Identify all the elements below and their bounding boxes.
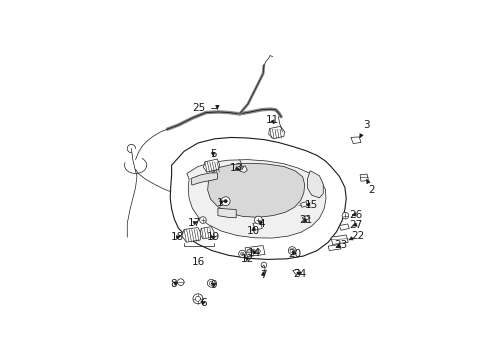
Polygon shape: [200, 227, 214, 239]
Circle shape: [238, 250, 245, 257]
Polygon shape: [330, 235, 347, 244]
Circle shape: [224, 199, 227, 203]
Polygon shape: [339, 224, 348, 230]
Circle shape: [221, 197, 230, 206]
Polygon shape: [191, 173, 217, 185]
Polygon shape: [350, 137, 360, 144]
Text: 11: 11: [265, 115, 278, 125]
Circle shape: [177, 279, 183, 285]
Circle shape: [256, 249, 260, 253]
Polygon shape: [307, 171, 323, 198]
Text: 13: 13: [229, 163, 243, 174]
Polygon shape: [244, 246, 264, 257]
Text: 15: 15: [304, 199, 317, 210]
Polygon shape: [252, 222, 262, 230]
Text: 18: 18: [170, 232, 183, 242]
Polygon shape: [182, 228, 201, 242]
Circle shape: [199, 217, 206, 223]
Text: 3: 3: [359, 120, 369, 138]
Circle shape: [254, 216, 262, 224]
Text: 4: 4: [258, 219, 264, 229]
Polygon shape: [218, 208, 236, 218]
Text: 22: 22: [348, 231, 364, 241]
Circle shape: [342, 212, 348, 219]
Text: 17: 17: [187, 218, 201, 228]
Text: 8: 8: [170, 279, 177, 289]
Polygon shape: [203, 159, 219, 172]
Polygon shape: [301, 216, 309, 220]
Polygon shape: [170, 138, 346, 260]
Text: 14: 14: [247, 248, 261, 258]
Text: 23: 23: [333, 240, 346, 250]
Polygon shape: [268, 126, 284, 139]
Text: 9: 9: [210, 280, 217, 290]
Text: 26: 26: [348, 210, 361, 220]
Circle shape: [246, 249, 250, 253]
Circle shape: [251, 249, 255, 253]
Text: 25: 25: [191, 103, 219, 113]
Text: 5: 5: [209, 149, 216, 159]
Text: 7: 7: [259, 270, 266, 280]
Circle shape: [240, 252, 244, 256]
Text: 16: 16: [191, 257, 204, 267]
Text: 20: 20: [287, 249, 300, 259]
Polygon shape: [359, 174, 367, 181]
Text: 12: 12: [240, 254, 253, 264]
Text: 21: 21: [298, 215, 311, 225]
Polygon shape: [327, 244, 340, 251]
Text: 24: 24: [293, 269, 306, 279]
Polygon shape: [240, 166, 247, 172]
Text: 19: 19: [206, 232, 220, 242]
Polygon shape: [207, 163, 304, 217]
Text: 10: 10: [246, 226, 260, 236]
Text: 27: 27: [348, 220, 361, 230]
Text: 1: 1: [216, 198, 223, 208]
Circle shape: [288, 247, 295, 255]
Circle shape: [261, 262, 266, 268]
Text: 2: 2: [366, 180, 375, 195]
Text: 6: 6: [200, 298, 206, 308]
Polygon shape: [300, 202, 307, 207]
Polygon shape: [186, 159, 325, 238]
Polygon shape: [292, 269, 301, 274]
